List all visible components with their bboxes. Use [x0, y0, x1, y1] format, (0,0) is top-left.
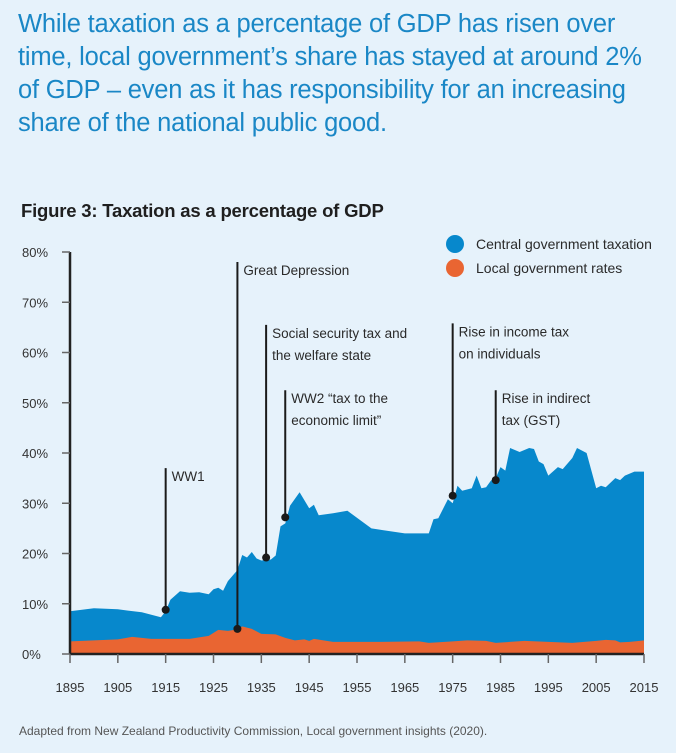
- y-tick-label: 0%: [22, 647, 41, 662]
- y-tick-label: 40%: [22, 446, 48, 461]
- annotation: WW1: [161, 468, 205, 614]
- x-tick-label: 1895: [56, 680, 85, 695]
- x-tick-label: 1925: [199, 680, 228, 695]
- legend-item-local: Local government rates: [446, 256, 652, 280]
- headline: While taxation as a percentage of GDP ha…: [18, 10, 642, 137]
- annotation-label: on individuals: [459, 346, 541, 361]
- y-tick-label: 10%: [22, 597, 48, 612]
- y-tick-label: 20%: [22, 547, 48, 562]
- y-tick-label: 70%: [22, 295, 48, 310]
- legend-swatch-central: [446, 235, 464, 253]
- legend-swatch-local: [446, 259, 464, 277]
- annotation-marker: [161, 605, 170, 614]
- annotation-label: the welfare state: [272, 348, 371, 363]
- annotation-marker: [491, 476, 500, 485]
- annotation-marker: [281, 513, 290, 522]
- legend: Central government taxation Local govern…: [446, 232, 652, 280]
- x-tick-label: 1945: [295, 680, 324, 695]
- x-tick-label: 1955: [343, 680, 372, 695]
- area-local-government: [70, 626, 644, 654]
- y-tick-label: 30%: [22, 496, 48, 511]
- annotation: Rise in income tax on individuals: [448, 323, 570, 500]
- y-tick-label: 50%: [22, 396, 48, 411]
- annotation-marker: [448, 491, 457, 500]
- legend-item-central: Central government taxation: [446, 232, 652, 256]
- x-axis: 1895 1905 1915 1925 1935 1945 1955 1965 1975 1985…: [56, 652, 659, 695]
- y-axis: 0% 10% 20% 30% 40% 50% 60% 70% 80%: [22, 245, 72, 662]
- x-tick-label: 1935: [247, 680, 276, 695]
- annotation-marker: [262, 553, 271, 562]
- annotation-label: economic limit”: [291, 413, 381, 428]
- annotation: Great Depression: [233, 262, 349, 633]
- annotation-marker: [233, 624, 242, 633]
- legend-label-local: Local government rates: [476, 260, 623, 276]
- legend-label-central: Central government taxation: [476, 236, 652, 252]
- figure-title: Figure 3: Taxation as a percentage of GD…: [21, 200, 384, 221]
- annotation-label: WW2 “tax to the: [291, 391, 388, 406]
- annotation-label: Social security tax and: [272, 326, 407, 341]
- y-tick-label: 80%: [22, 245, 48, 260]
- annotation-label: WW1: [172, 469, 205, 484]
- x-tick-label: 2015: [630, 680, 659, 695]
- annotation: Rise in indirect tax (GST): [491, 390, 591, 485]
- x-tick-label: 1995: [534, 680, 563, 695]
- x-tick-label: 1965: [390, 680, 419, 695]
- chart-areas: [70, 448, 644, 654]
- area-central-government: [70, 448, 644, 654]
- x-tick-label: 1915: [151, 680, 180, 695]
- x-tick-label: 1985: [486, 680, 515, 695]
- annotation-label: tax (GST): [502, 413, 561, 428]
- x-tick-label: 1905: [103, 680, 132, 695]
- annotations: WW1 Great Depression Social security tax a…: [161, 262, 591, 633]
- annotation-label: Rise in indirect: [502, 391, 591, 406]
- source-note: Adapted from New Zealand Productivity Co…: [19, 724, 488, 738]
- annotation-label: Rise in income tax: [459, 324, 570, 339]
- annotation-label: Great Depression: [243, 263, 349, 278]
- y-tick-label: 60%: [22, 346, 48, 361]
- annotation: Social security tax and the welfare state: [262, 324, 407, 562]
- annotation: WW2 “tax to the economic limit”: [281, 390, 388, 522]
- x-tick-label: 1975: [438, 680, 467, 695]
- x-tick-label: 2005: [582, 680, 611, 695]
